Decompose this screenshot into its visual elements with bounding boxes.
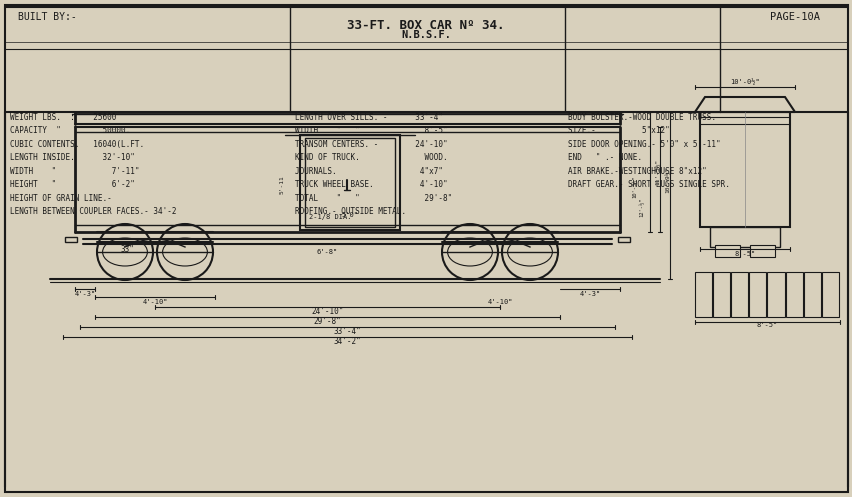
Text: 4'-3": 4'-3" [74,291,95,297]
Text: 10'-3½": 10'-3½" [632,175,636,198]
Text: 4'-3": 4'-3" [579,291,600,297]
Bar [821,272,838,317]
Text: 8'-5": 8'-5" [756,322,777,328]
Text: 33'-4": 33'-4" [333,328,361,336]
Text: 10'-0½": 10'-0½" [729,79,759,85]
Bar [785,272,802,317]
Text: 33-FT. BOX CAR Nº 34.: 33-FT. BOX CAR Nº 34. [347,18,504,31]
Text: BUILT BY:-: BUILT BY:- [18,12,77,22]
Text: 4'-10": 4'-10" [486,299,512,305]
Text: 24'-10": 24'-10" [311,308,343,317]
Text: WEIGHT LBS.  :    25600: WEIGHT LBS. : 25600 [10,112,116,121]
Text: 33": 33" [120,246,134,254]
Text: 8'-5": 8'-5" [734,251,755,257]
Text: WIDTH    "   "              8'-5": WIDTH " " 8'-5" [295,126,447,135]
Bar [300,135,400,230]
Bar [749,272,766,317]
Bar [65,237,77,242]
Text: END   " .- NONE.: END " .- NONE. [567,153,642,162]
Text: ROOFING.- OUTSIDE METAL.: ROOFING.- OUTSIDE METAL. [295,207,406,216]
Polygon shape [694,97,794,112]
Text: TRUCK WHEEL BASE.          4'-10": TRUCK WHEEL BASE. 4'-10" [295,180,447,189]
Bar [709,227,779,247]
Text: SIDE DOOR OPENING.- 5'0" x 5'-11": SIDE DOOR OPENING.- 5'0" x 5'-11" [567,140,720,149]
Text: DRAFT GEAR.- SHORT LUGS SINGLE SPR.: DRAFT GEAR.- SHORT LUGS SINGLE SPR. [567,180,729,189]
Text: AIR BRAKE.-WESTINGHOUSE 8"x12": AIR BRAKE.-WESTINGHOUSE 8"x12" [567,166,706,175]
Text: LENGTH BETWEEN COUPLER FACES.- 34'-2: LENGTH BETWEEN COUPLER FACES.- 34'-2 [10,207,176,216]
Text: CAPACITY  "         50000.: CAPACITY " 50000. [10,126,130,135]
Bar [618,237,630,242]
Text: WIDTH    "            7'-11": WIDTH " 7'-11" [10,166,140,175]
Text: LENGTH INSIDE.      32'-10": LENGTH INSIDE. 32'-10" [10,153,135,162]
Bar [712,272,729,317]
Bar [767,272,784,317]
Text: BODY BOLSTER.-WOOD DOUBLE TRUSS.: BODY BOLSTER.-WOOD DOUBLE TRUSS. [567,112,715,121]
Text: KIND OF TRUCK.              WOOD.: KIND OF TRUCK. WOOD. [295,153,447,162]
Text: 10'-9½": 10'-9½" [665,167,670,193]
Bar [714,245,740,257]
Text: 11'-5½": 11'-5½" [654,159,659,185]
Bar [730,272,747,317]
Text: PAGE-10A: PAGE-10A [769,12,819,22]
Text: SIZE.-          5"x12": SIZE.- 5"x12" [567,126,669,135]
Text: N.B.S.F.: N.B.S.F. [400,30,451,40]
Text: 2-1/8 DIA.: 2-1/8 DIA. [308,214,351,220]
Text: 5'-11: 5'-11 [279,175,285,194]
Text: CUBIC CONTENTS.   16040(L.FT.: CUBIC CONTENTS. 16040(L.FT. [10,140,144,149]
Text: JOURNALS.                  4"x7": JOURNALS. 4"x7" [295,166,442,175]
Text: 12'-½": 12'-½" [639,197,644,217]
Text: 34'-2": 34'-2" [333,337,361,346]
Bar [699,112,789,227]
Text: HEIGHT OF GRAIN LINE.-: HEIGHT OF GRAIN LINE.- [10,193,112,202]
Bar [803,272,820,317]
Text: 6'-8": 6'-8" [316,249,337,255]
Text: 5'0": 5'0" [341,212,358,218]
Text: TRANSOM CENTERS. -        24'-10": TRANSOM CENTERS. - 24'-10" [295,140,447,149]
Bar [694,272,711,317]
Bar [305,138,394,227]
Text: HEIGHT   "            6'-2": HEIGHT " 6'-2" [10,180,135,189]
Text: LENGTH OVER SILLS. -      33'-4": LENGTH OVER SILLS. - 33'-4" [295,112,442,121]
Text: TOTAL    "   "              29'-8": TOTAL " " 29'-8" [295,193,452,202]
Text: 4'-10": 4'-10" [142,299,168,305]
Text: 29'-8": 29'-8" [314,318,341,327]
Bar [749,245,774,257]
